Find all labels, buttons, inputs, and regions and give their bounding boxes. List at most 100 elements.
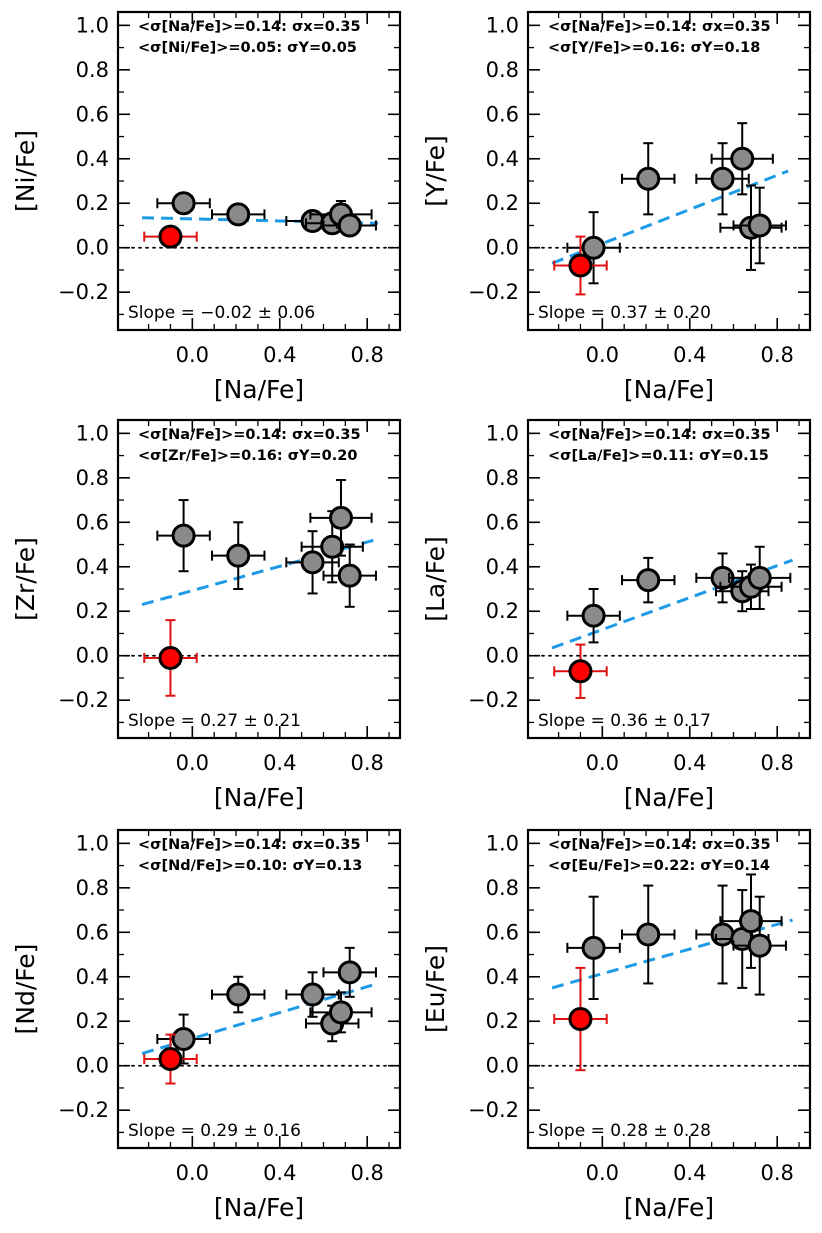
- y-tick-label: 0.2: [76, 191, 109, 215]
- data-point: [566, 895, 621, 1001]
- marker-circle: [337, 213, 362, 238]
- data-point: [211, 521, 266, 591]
- y-tick-label: 1.0: [76, 831, 109, 855]
- marker-circle: [171, 1027, 196, 1052]
- data-point: [322, 213, 377, 238]
- panel-2: −0.2 0.0 0.2 0.4 0.6 0.8 1.0 0.0 0.4 0.8 [Na/Fe] [Z…: [11, 418, 402, 812]
- y-tick-label: 1.0: [486, 13, 519, 37]
- data-point: [211, 202, 266, 227]
- sigma-annotation-x: <σ[Na/Fe]>=0.14: σx=0.35: [138, 427, 361, 443]
- x-tick-label: 0.4: [673, 751, 706, 775]
- marker-circle: [158, 645, 183, 670]
- sigma-annotation-y: <σ[Zr/Fe]>=0.16: σY=0.20: [138, 448, 357, 464]
- y-tick-label: 0.4: [76, 555, 109, 579]
- x-tick-label: 0.0: [176, 343, 209, 367]
- slope-label: Slope = −0.02 ± 0.06: [128, 303, 315, 323]
- plot-frame: [116, 418, 402, 740]
- marker-circle: [568, 659, 593, 684]
- y-tick-label: 0.2: [76, 599, 109, 623]
- sigma-annotation-x: <σ[Na/Fe]>=0.14: σx=0.35: [138, 837, 361, 853]
- sigma-annotation-y: <σ[Nd/Fe]>=0.10: σY=0.13: [138, 858, 362, 874]
- y-axis-title: [Nd/Fe]: [11, 944, 40, 1035]
- data-point-red: [143, 1033, 198, 1085]
- y-tick-label: 0.4: [486, 147, 519, 171]
- data-point: [156, 499, 211, 573]
- x-tick-label: 0.4: [673, 343, 706, 367]
- y-axis-title: [Zr/Fe]: [11, 537, 40, 621]
- y-tick-label: 0.6: [76, 920, 109, 944]
- data-point: [566, 588, 621, 644]
- y-tick-label: −0.2: [468, 1098, 519, 1122]
- marker-circle: [171, 191, 196, 216]
- x-tick-label: 0.8: [761, 751, 794, 775]
- marker-circle: [328, 1000, 353, 1025]
- y-tick-label: 0.8: [76, 58, 109, 82]
- y-tick-label: 0.4: [486, 555, 519, 579]
- y-tick-label: 0.6: [76, 102, 109, 126]
- x-tick-label: 0.8: [351, 1161, 384, 1185]
- slope-label: Slope = 0.28 ± 0.28: [538, 1121, 711, 1141]
- data-point: [285, 971, 340, 1018]
- x-tick-label: 0.0: [586, 1161, 619, 1185]
- data-point: [285, 209, 340, 234]
- panel-1: −0.2 0.0 0.2 0.4 0.6 0.8 1.0 0.0 0.4 0.8 [Na/Fe] [Y…: [421, 10, 812, 404]
- y-tick-label: 0.8: [486, 58, 519, 82]
- sigma-annotation-x: <σ[Na/Fe]>=0.14: σx=0.35: [548, 837, 771, 853]
- data-point: [695, 552, 750, 604]
- data-point: [322, 946, 377, 998]
- y-axis-title: [La/Fe]: [421, 536, 450, 622]
- y-tick-label: 0.8: [486, 876, 519, 900]
- x-tick-label: 0.4: [263, 751, 296, 775]
- panel-4: −0.2 0.0 0.2 0.4 0.6 0.8 1.0 0.0 0.4 0.8 [Na/Fe] [N…: [11, 828, 402, 1222]
- y-tick-label: −0.2: [468, 280, 519, 304]
- data-point: [732, 895, 787, 996]
- y-tick-label: 0.6: [486, 102, 519, 126]
- slope-label: Slope = 0.37 ± 0.20: [538, 303, 711, 323]
- marker-circle: [636, 166, 661, 191]
- slope-label: Slope = 0.27 ± 0.21: [128, 711, 301, 731]
- y-tick-label: 0.0: [486, 1054, 519, 1078]
- marker-circle: [730, 146, 755, 171]
- marker-circle: [747, 213, 772, 238]
- y-tick-label: 1.0: [76, 421, 109, 445]
- x-tick-label: 0.8: [351, 751, 384, 775]
- y-tick-label: 0.0: [76, 236, 109, 260]
- data-point: [156, 191, 211, 216]
- data-point-red: [553, 966, 608, 1072]
- slope-label: Slope = 0.29 ± 0.16: [128, 1121, 301, 1141]
- x-axis-title: [Na/Fe]: [624, 783, 714, 812]
- y-tick-label: 1.0: [76, 13, 109, 37]
- marker-circle: [300, 982, 325, 1007]
- plot-frame: [116, 828, 402, 1150]
- y-tick-label: 0.6: [486, 920, 519, 944]
- data-point: [715, 889, 770, 989]
- data-point-red: [143, 619, 198, 697]
- marker-circle: [226, 982, 251, 1007]
- y-tick-label: 1.0: [486, 421, 519, 445]
- marker-circle: [568, 253, 593, 278]
- data-point: [211, 975, 266, 1014]
- marker-circle: [581, 235, 606, 260]
- data-point: [309, 991, 373, 1034]
- marker-circle: [581, 603, 606, 628]
- marker-circle: [747, 933, 772, 958]
- x-tick-label: 0.4: [263, 343, 296, 367]
- data-point: [322, 543, 377, 608]
- sigma-annotation-x: <σ[Na/Fe]>=0.14: σx=0.35: [548, 427, 771, 443]
- y-axis-title: [Ni/Fe]: [11, 130, 40, 212]
- sigma-annotation-x: <σ[Na/Fe]>=0.14: σx=0.35: [138, 19, 361, 35]
- y-tick-label: 0.8: [486, 466, 519, 490]
- y-tick-label: 0.6: [486, 510, 519, 534]
- x-tick-label: 0.4: [263, 1161, 296, 1185]
- x-axis-title: [Na/Fe]: [214, 375, 304, 404]
- x-tick-label: 0.4: [673, 1161, 706, 1185]
- fit-line: [141, 537, 379, 607]
- y-tick-label: 0.2: [486, 599, 519, 623]
- plot-frame: [526, 418, 812, 740]
- data-point: [309, 479, 373, 557]
- marker-circle: [738, 909, 763, 934]
- marker-circle: [158, 224, 183, 249]
- marker-circle: [226, 202, 251, 227]
- y-tick-label: 0.8: [76, 876, 109, 900]
